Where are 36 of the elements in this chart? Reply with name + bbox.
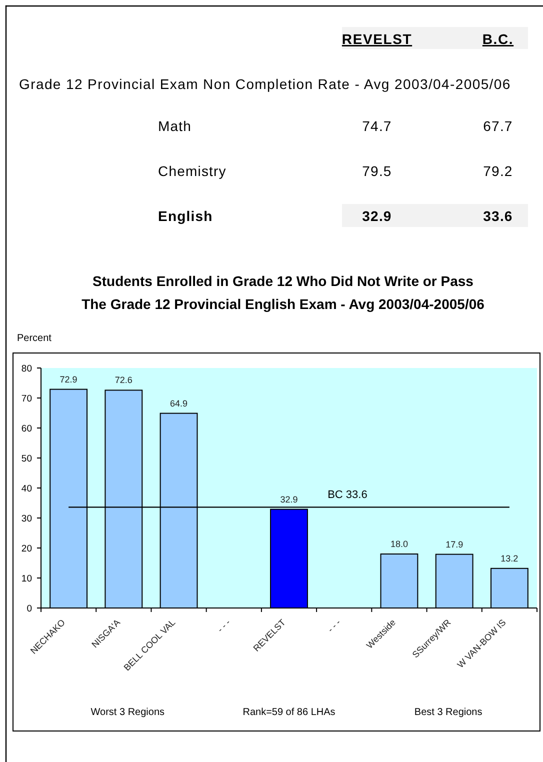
ref-line-label: BC 33.6 (328, 489, 368, 502)
x-tick-label: - - - (326, 617, 343, 634)
data-label: 33.6 (483, 208, 513, 224)
y-tick-label: 40 (21, 484, 32, 494)
data-label: 67.7 (483, 118, 513, 134)
y-tick-label: 80 (21, 364, 32, 374)
y-tick-label: 30 (21, 514, 32, 524)
y-tick-label: 50 (21, 454, 32, 464)
text: Rank=59 of 86 LHAs (242, 707, 336, 718)
category-label: English (158, 208, 213, 224)
text: Worst 3 Regions (90, 707, 165, 718)
chart-title: Students Enrolled in Grade 12 Who Did Not Write or Pass The Grade 12 Provincial English Exam - Avg 2003/04-2005/06 (82, 273, 485, 312)
data-label: 64.9 (170, 398, 188, 408)
data-label: 74.7 (362, 118, 392, 134)
data-label: 32.9 (280, 494, 298, 504)
y-tick-label: 20 (21, 544, 32, 554)
text: REVELST (342, 31, 412, 47)
data-label: 32.9 (362, 208, 392, 224)
y-tick-label: 10 (21, 574, 32, 584)
category-label: Chemistry (158, 163, 226, 179)
data-label: 79.5 (362, 163, 392, 179)
category-label: Math (158, 118, 192, 134)
data-label: 13.2 (500, 553, 518, 564)
data-label: 72.9 (60, 374, 78, 384)
y-tick-label: 70 (21, 394, 32, 404)
x-tick-label: - - - (215, 617, 232, 634)
text: Grade 12 Provincial Exam Non Completion Rate - Avg 2003/04-2005/06 (19, 76, 511, 92)
data-label: 79.2 (483, 163, 513, 179)
data-label: 72.6 (114, 375, 132, 386)
y-axis-title: Percent (17, 333, 52, 344)
y-tick-label: 0 (26, 604, 32, 614)
y-tick-label: 60 (21, 424, 32, 434)
data-label: 17.9 (446, 539, 464, 550)
text: B.C. (482, 31, 514, 47)
text: Best 3 Regions (414, 707, 482, 718)
data-label: 18.0 (390, 539, 408, 549)
